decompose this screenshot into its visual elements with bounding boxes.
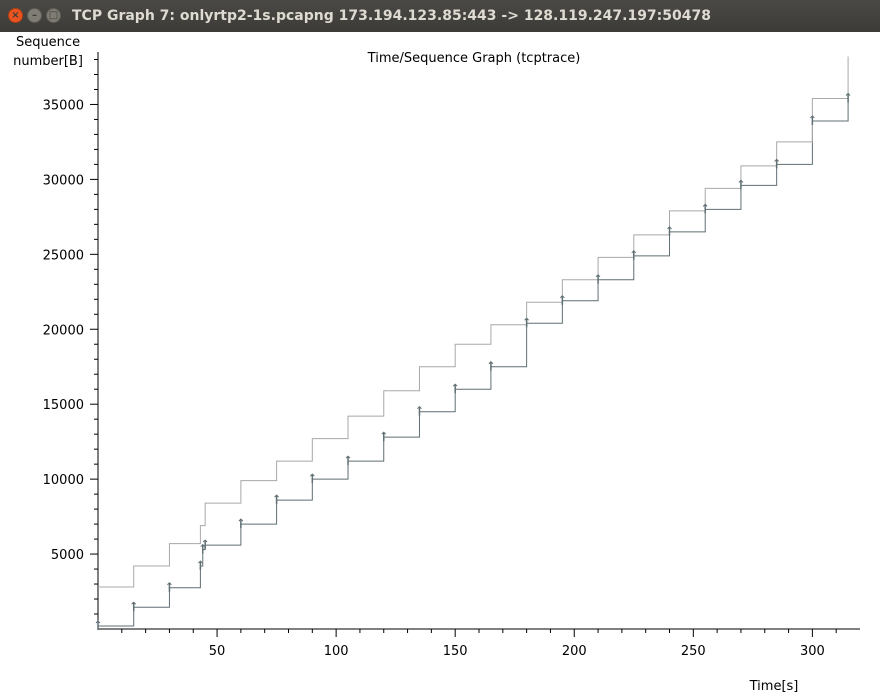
segment-marker-cap xyxy=(559,295,565,299)
y-axis-label-line2: number[B] xyxy=(13,54,83,69)
chart-title: Time/Sequence Graph (tcptrace) xyxy=(367,51,581,66)
segment-marker-cap xyxy=(198,560,203,564)
tcp-sequence-chart[interactable]: Sequence number[B] Time/Sequence Graph (… xyxy=(0,32,880,698)
x-tick-label: 100 xyxy=(324,644,349,659)
segment-marker-cap xyxy=(631,250,637,254)
segment-marker-cap xyxy=(345,455,351,459)
x-tick-label: 50 xyxy=(209,644,226,659)
window-titlebar: × – □ TCP Graph 7: onlyrtp2-1s.pcapng 17… xyxy=(0,0,880,32)
segment-marker-cap xyxy=(667,226,672,230)
segment-marker-cap xyxy=(452,383,458,387)
y-tick-label: 35000 xyxy=(43,98,84,113)
segment-marker-cap xyxy=(524,317,529,321)
segment-marker-cap xyxy=(845,92,851,96)
x-tick-label: 250 xyxy=(681,644,706,659)
segment-marker-cap xyxy=(417,405,422,410)
segment-marker-cap xyxy=(131,601,137,605)
x-axis-label: Time[s] xyxy=(749,679,799,694)
y-tick-label: 20000 xyxy=(43,323,84,338)
close-icon[interactable]: × xyxy=(8,8,23,23)
segment-marker-cap xyxy=(309,473,315,477)
segment-marker-cap xyxy=(381,431,387,435)
y-axis-label-line1: Sequence xyxy=(16,35,80,50)
segment-marker-cap xyxy=(702,203,708,207)
segment-marker-cap xyxy=(738,179,744,183)
segment-marker-cap xyxy=(95,620,101,624)
x-tick-label: 300 xyxy=(800,644,825,659)
segment-marker-cap xyxy=(238,518,244,522)
segment-marker-cap xyxy=(202,539,208,543)
x-tick-label: 200 xyxy=(562,644,587,659)
y-tick-label: 5000 xyxy=(51,548,84,563)
data-segments-series-line xyxy=(98,98,849,627)
y-tick-label: 10000 xyxy=(43,473,84,488)
maximize-icon[interactable]: □ xyxy=(46,8,61,23)
graph-area[interactable]: Sequence number[B] Time/Sequence Graph (… xyxy=(0,32,880,698)
segment-marker-cap xyxy=(274,494,279,498)
segment-marker-cap xyxy=(810,115,815,119)
receive-window-series-line xyxy=(98,56,849,588)
segment-marker-cap xyxy=(595,274,601,278)
x-tick-label: 150 xyxy=(443,644,468,659)
segment-marker-cap xyxy=(488,361,494,365)
minimize-icon[interactable]: – xyxy=(27,8,42,23)
y-tick-label: 25000 xyxy=(43,248,84,263)
y-tick-label: 30000 xyxy=(43,173,84,188)
segment-marker-cap xyxy=(200,543,206,547)
y-tick-label: 15000 xyxy=(43,398,84,413)
window-title: TCP Graph 7: onlyrtp2-1s.pcapng 173.194.… xyxy=(72,8,711,24)
segment-marker-cap xyxy=(167,582,172,586)
segment-marker-cap xyxy=(774,158,780,162)
